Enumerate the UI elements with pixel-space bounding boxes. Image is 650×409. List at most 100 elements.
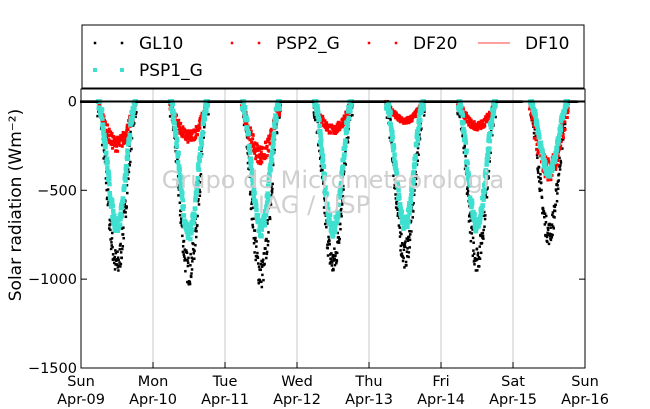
psp2-point bbox=[332, 124, 336, 128]
legend-marker bbox=[394, 41, 398, 45]
gl10-point bbox=[263, 252, 266, 255]
gl10-point bbox=[176, 184, 180, 188]
psp2-point bbox=[259, 150, 263, 154]
psp2-point bbox=[554, 166, 558, 170]
gl10-point bbox=[458, 114, 461, 117]
psp2-point bbox=[256, 160, 260, 164]
gl10-point bbox=[260, 280, 263, 284]
psp2-point bbox=[254, 157, 258, 161]
x-tick-label-date: Apr-13 bbox=[345, 392, 393, 408]
gl10-point bbox=[385, 116, 389, 119]
gl10-point bbox=[250, 207, 253, 210]
gl10-point bbox=[401, 259, 405, 263]
psp1-point bbox=[413, 153, 418, 159]
psp1-point bbox=[388, 122, 394, 127]
psp2-point bbox=[255, 143, 259, 147]
gl10-point bbox=[179, 221, 182, 224]
psp1-point bbox=[255, 212, 261, 218]
gl10-point bbox=[122, 209, 126, 212]
gl10-point bbox=[482, 228, 485, 232]
psp1-point bbox=[101, 127, 106, 132]
psp1-point bbox=[395, 184, 401, 190]
gl10-point bbox=[110, 244, 113, 247]
psp1-point bbox=[398, 206, 403, 211]
psp2-point bbox=[245, 122, 249, 126]
psp1-point bbox=[556, 136, 562, 142]
psp1-point bbox=[271, 142, 276, 147]
psp1-point bbox=[462, 130, 467, 135]
y-tick-label: −1000 bbox=[28, 272, 77, 288]
psp2-point bbox=[258, 156, 262, 160]
psp1-point bbox=[388, 110, 393, 116]
gl10-point bbox=[404, 245, 407, 249]
psp1-point bbox=[332, 226, 338, 232]
gl10-point bbox=[552, 227, 555, 230]
gl10-point bbox=[475, 247, 479, 251]
gl10-point bbox=[482, 214, 486, 218]
gl10-point bbox=[481, 234, 485, 238]
gl10-point bbox=[555, 199, 559, 203]
gl10-point bbox=[550, 223, 554, 226]
psp2-point bbox=[480, 120, 484, 124]
gl10-point bbox=[319, 164, 323, 168]
psp2-point bbox=[194, 128, 198, 132]
gl10-point bbox=[412, 201, 415, 205]
psp1-point bbox=[397, 202, 403, 207]
gl10-point bbox=[392, 174, 395, 178]
psp1-point bbox=[469, 198, 475, 203]
gl10-point bbox=[408, 246, 411, 249]
psp1-point bbox=[121, 198, 126, 204]
gl10-point bbox=[127, 177, 130, 181]
psp1-point bbox=[411, 170, 416, 175]
gl10-point bbox=[337, 240, 340, 243]
gl10-point bbox=[394, 193, 397, 196]
gl10-point bbox=[394, 197, 398, 200]
psp2-point bbox=[270, 127, 274, 131]
gl10-point bbox=[255, 240, 258, 243]
gl10-point bbox=[192, 252, 195, 255]
gl10-point bbox=[419, 128, 423, 132]
psp1-point bbox=[471, 209, 476, 215]
psp2-point bbox=[111, 146, 115, 150]
psp2-point bbox=[561, 136, 565, 140]
psp2-point bbox=[536, 150, 540, 154]
gl10-point bbox=[125, 205, 128, 209]
gl10-point bbox=[327, 235, 330, 239]
psp1-point bbox=[488, 131, 493, 136]
gl10-point bbox=[330, 264, 334, 267]
gl10-point bbox=[561, 138, 565, 141]
psp2-point bbox=[253, 151, 257, 155]
psp1-point bbox=[325, 201, 330, 207]
gl10-point bbox=[330, 259, 333, 263]
gl10-point bbox=[415, 174, 418, 177]
psp2-point bbox=[196, 133, 200, 137]
gl10-point bbox=[106, 196, 109, 199]
gl10-point bbox=[478, 245, 482, 248]
psp1-point bbox=[416, 126, 421, 132]
psp1-point bbox=[536, 130, 541, 135]
psp2-point bbox=[532, 136, 536, 140]
psp1-point bbox=[174, 137, 180, 143]
psp1-point bbox=[547, 173, 553, 178]
psp2-point bbox=[254, 147, 258, 151]
psp1-point bbox=[348, 103, 354, 108]
psp1-point bbox=[409, 190, 415, 196]
psp1-point bbox=[535, 124, 540, 130]
psp1-point bbox=[325, 206, 331, 212]
psp1-point bbox=[486, 146, 492, 151]
psp1-point bbox=[407, 211, 412, 216]
gl10-point bbox=[333, 247, 336, 250]
psp2-point bbox=[326, 128, 330, 132]
psp2-point bbox=[182, 131, 186, 135]
psp1-point bbox=[396, 192, 402, 198]
gl10-point bbox=[541, 211, 544, 215]
psp2-point bbox=[344, 115, 348, 119]
gl10-point bbox=[196, 224, 199, 227]
psp1-point bbox=[193, 197, 198, 203]
gl10-point bbox=[114, 249, 117, 252]
gl10-point bbox=[248, 168, 251, 171]
gl10-point bbox=[258, 279, 262, 282]
psp1-point bbox=[102, 132, 107, 138]
gl10-point bbox=[186, 280, 189, 284]
psp1-point bbox=[249, 167, 255, 173]
